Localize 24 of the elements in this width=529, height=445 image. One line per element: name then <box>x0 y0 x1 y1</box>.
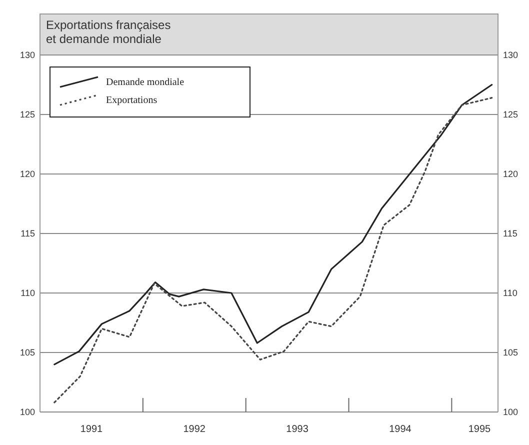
chart-title: Exportations françaises et demande mondiale <box>46 18 171 46</box>
legend-label: Demande mondiale <box>106 77 185 88</box>
y-tick-label: 105 <box>20 348 35 358</box>
y2-tick-label: 130 <box>503 50 518 60</box>
legend-label: Exportations <box>106 95 158 106</box>
y-tick-label: 120 <box>20 169 35 179</box>
line-series <box>54 97 493 404</box>
x-tick-label: 1994 <box>389 424 412 435</box>
x-tick-label: 1992 <box>183 424 206 435</box>
x-tick-label: 1993 <box>286 424 309 435</box>
y2-tick-label: 120 <box>503 169 518 179</box>
y2-tick-label: 125 <box>503 110 518 120</box>
y-tick-label: 110 <box>20 288 35 298</box>
y2-tick-label: 100 <box>503 407 518 417</box>
y-tick-label: 125 <box>20 110 35 120</box>
y2-tick-label: 105 <box>503 348 518 358</box>
y-tick-label: 100 <box>20 407 35 417</box>
y-tick-label: 115 <box>20 228 35 238</box>
line-series <box>54 84 493 366</box>
y2-tick-label: 115 <box>503 228 518 238</box>
y-tick-label: 130 <box>20 50 35 60</box>
y2-tick-label: 110 <box>503 288 518 298</box>
x-tick-label: 1991 <box>80 424 104 435</box>
x-tick-label: 1995 <box>468 424 492 435</box>
